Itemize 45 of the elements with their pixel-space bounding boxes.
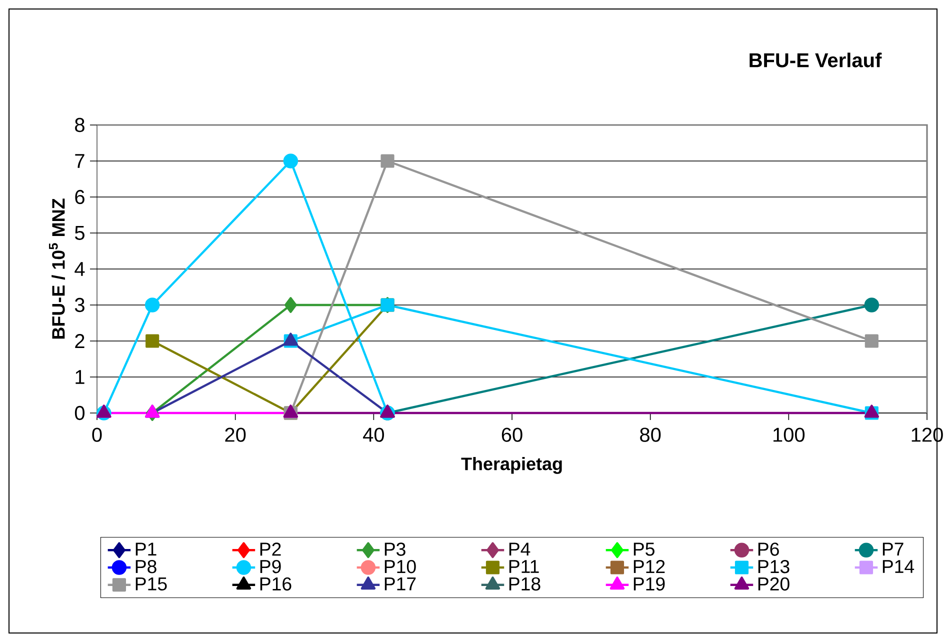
legend-label: P15 [136,577,167,590]
y-tick-label: 8 [75,118,84,132]
legend-label: P5 [634,542,654,556]
point [864,298,880,312]
legend-label: P3 [384,542,406,556]
y-tick-label: 4 [74,262,85,276]
x-tick-label: 100 [774,428,805,442]
x-tick-label: 40 [363,428,384,442]
legend-label: P6 [758,542,779,556]
legend-label: P12 [634,560,665,574]
y-tick-label: 3 [74,298,84,312]
legend-label: P17 [384,577,416,590]
point [380,154,394,168]
y-tick-label: 1 [76,370,84,384]
point [284,297,297,313]
legend-label: P20 [758,577,790,591]
legend-label: P18 [509,577,540,591]
legend-label: P2 [260,542,281,556]
legend-label: P14 [882,560,914,573]
legend-label: P13 [758,560,790,574]
legend-label: P1 [136,542,156,556]
y-tick-label: 6 [75,190,84,204]
y-tick-label: 7 [75,154,84,168]
point [144,298,160,312]
legend-label: P4 [509,542,530,556]
x-tick-label: 20 [225,428,246,442]
legend-label: P10 [384,560,416,574]
legend-label: P8 [136,560,156,574]
x-axis-title: Therapietag [461,457,562,474]
x-tick-label: 0 [92,428,102,442]
y-axis-title: BFU-E / 10$^{5}$ MNZ [49,198,66,339]
point [146,334,160,348]
legend-label: P7 [882,542,904,556]
point [864,334,878,348]
y-tick-label: 5 [74,226,84,240]
point [283,154,298,168]
x-tick-label: 80 [640,428,661,442]
legend-label: P16 [260,577,292,591]
y-tick-label: 2 [75,334,84,348]
legend-label: P9 [260,560,281,574]
x-tick-label: 60 [502,428,522,442]
chart-title: BFU-E Verlauf [750,52,882,68]
legend-label: P19 [634,577,665,591]
y-tick-label: 0 [74,406,84,420]
legend-label: P11 [509,560,539,573]
